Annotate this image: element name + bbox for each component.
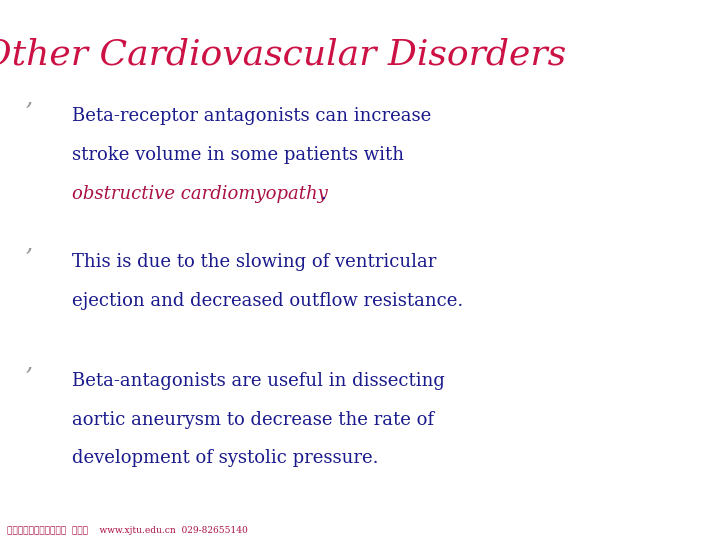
Text: Beta-receptor antagonists can increase: Beta-receptor antagonists can increase [72, 107, 431, 125]
Text: aortic aneurysm to decrease the rate of: aortic aneurysm to decrease the rate of [72, 410, 434, 429]
Text: Other Cardiovascular Disorders: Other Cardiovascular Disorders [0, 38, 566, 72]
Text: ’: ’ [24, 248, 33, 271]
Text: This is due to the slowing of ventricular: This is due to the slowing of ventricula… [72, 253, 436, 271]
Text: ’: ’ [24, 367, 33, 389]
Text: .: . [320, 185, 326, 203]
Text: Beta-antagonists are useful in dissecting: Beta-antagonists are useful in dissectin… [72, 372, 445, 390]
Text: ejection and decreased outflow resistance.: ejection and decreased outflow resistanc… [72, 292, 463, 310]
Text: development of systolic pressure.: development of systolic pressure. [72, 449, 379, 468]
Text: obstructive cardiomyopathy: obstructive cardiomyopathy [72, 185, 328, 203]
Text: stroke volume in some patients with: stroke volume in some patients with [72, 146, 404, 164]
Text: 西安交大医学院药理学系  贵宗超    www.xjtu.edu.cn  029-82655140: 西安交大医学院药理学系 贵宗超 www.xjtu.edu.cn 029-8265… [7, 525, 248, 535]
Text: ’: ’ [24, 102, 33, 125]
